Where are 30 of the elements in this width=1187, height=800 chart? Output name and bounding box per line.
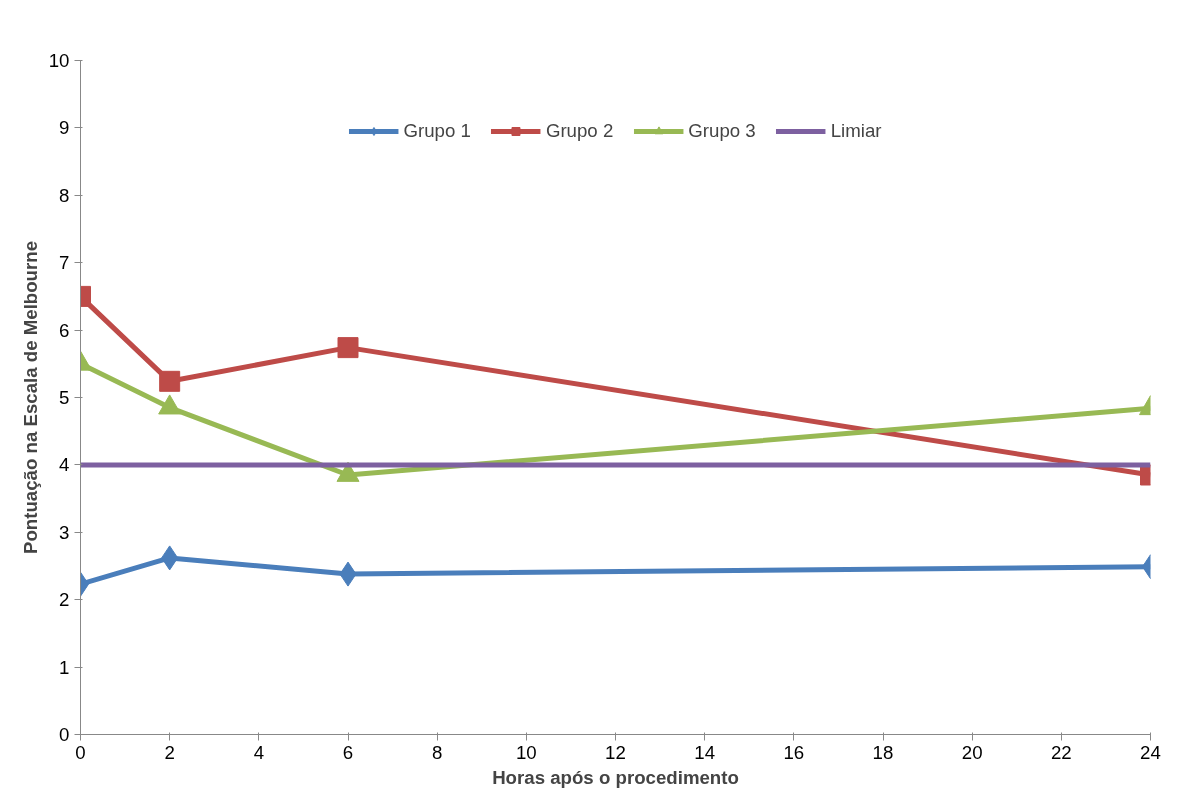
legend-label: Limiar xyxy=(830,120,882,142)
x-tick-label: 18 xyxy=(872,741,894,763)
x-tick-label: 2 xyxy=(164,741,175,763)
y-tick-label: 5 xyxy=(59,387,70,408)
y-tick-label: 4 xyxy=(59,454,70,476)
y-tick-label: 10 xyxy=(48,50,70,71)
y-tick-label: 6 xyxy=(59,319,70,341)
y-axis-title: Pontuação na Escala de Melbourne xyxy=(19,240,41,555)
x-axis-title: Horas após o procedimento xyxy=(492,766,739,788)
y-tick-label: 1 xyxy=(59,656,70,678)
y-tick-label: 7 xyxy=(59,252,70,274)
x-tick-label: 22 xyxy=(1050,741,1072,763)
y-tick-label: 0 xyxy=(59,724,70,745)
legend-label: Grupo 2 xyxy=(545,120,614,142)
x-tick-label: 20 xyxy=(961,741,983,763)
x-tick-label: 8 xyxy=(431,741,443,763)
legend-label: Grupo 1 xyxy=(403,120,471,142)
y-tick-label: 2 xyxy=(59,589,70,611)
x-tick-label: 0 xyxy=(75,741,86,763)
x-tick-label: 6 xyxy=(342,741,354,763)
x-tick-label: 14 xyxy=(694,741,716,763)
x-tick-label: 12 xyxy=(605,741,626,763)
x-tick-label: 4 xyxy=(253,741,265,763)
x-tick-label: 16 xyxy=(783,741,805,763)
x-tick-label: 24 xyxy=(1140,741,1161,763)
x-tick-label: 10 xyxy=(515,741,537,763)
y-tick-label: 8 xyxy=(59,184,70,206)
y-tick-label: 3 xyxy=(59,521,70,543)
y-tick-label: 9 xyxy=(59,117,70,139)
legend-label: Grupo 3 xyxy=(688,120,756,142)
